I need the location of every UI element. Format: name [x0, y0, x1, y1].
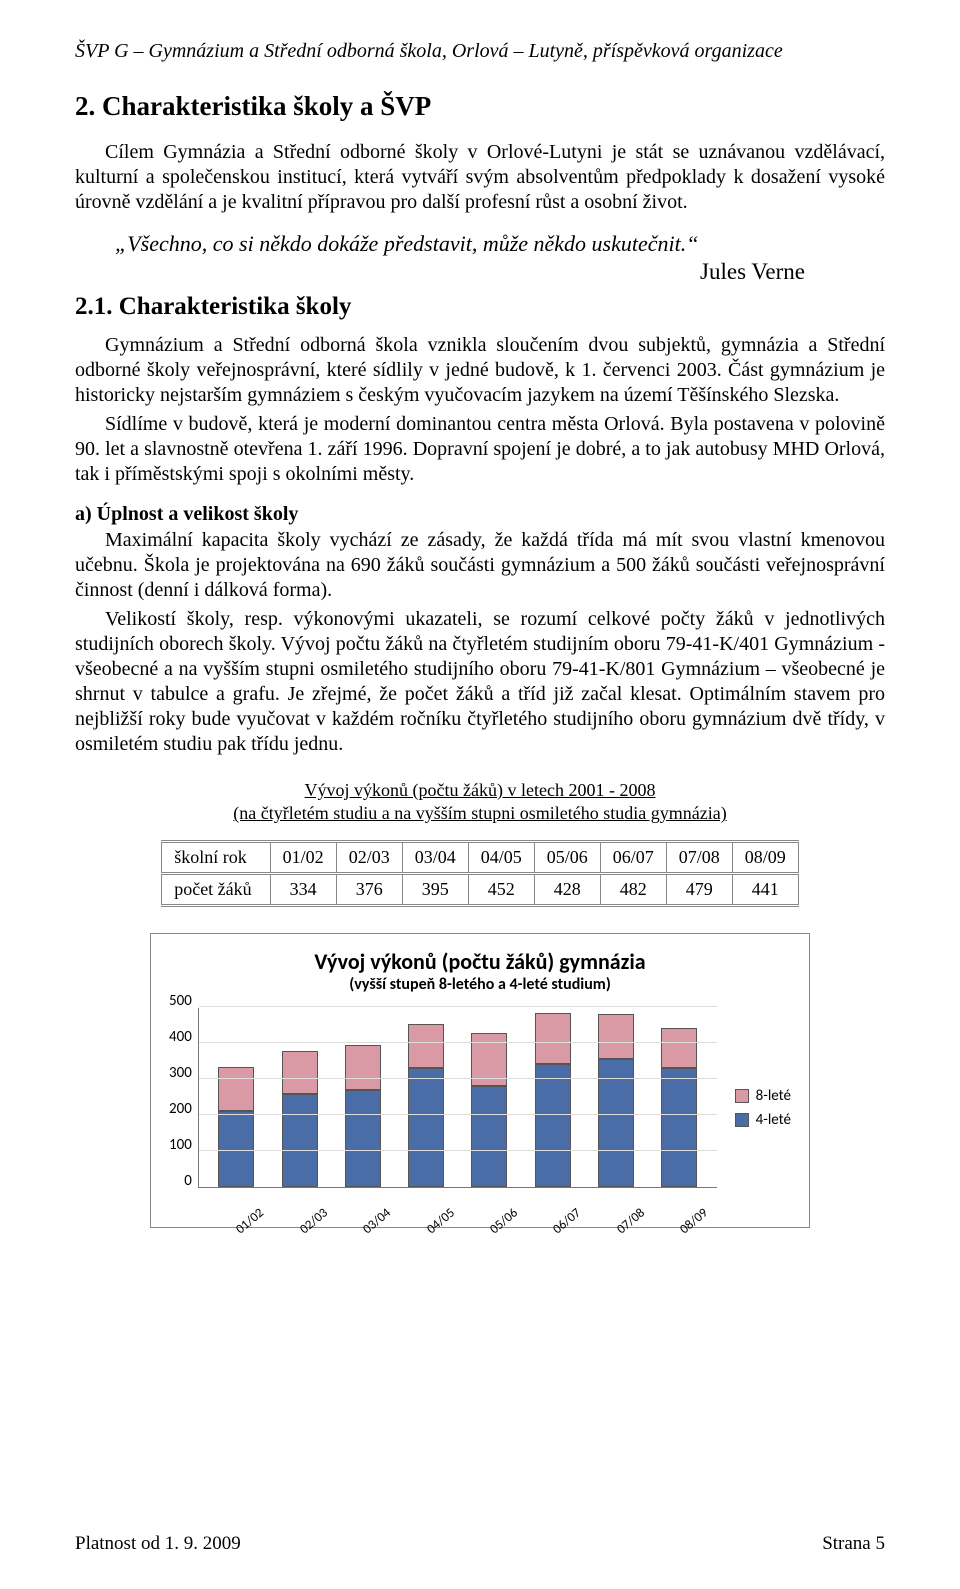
- chart-x-axis: 01/0202/0303/0404/0505/0606/0707/0808/09: [198, 1194, 717, 1209]
- legend-label: 4-leté: [756, 1111, 791, 1129]
- footer-page-number: Strana 5: [822, 1533, 885, 1555]
- bar-stack: [535, 1013, 571, 1187]
- legend-swatch: [735, 1089, 749, 1103]
- bar-segment-4lete: [408, 1068, 444, 1187]
- bar-stack: [598, 1014, 634, 1186]
- gridline: [199, 1078, 717, 1079]
- table-cell: 03/04: [402, 841, 468, 873]
- bar-stack: [471, 1033, 507, 1187]
- student-count-table: školní rok 01/02 02/03 03/04 04/05 05/06…: [161, 840, 799, 907]
- table-cell: 395: [402, 873, 468, 905]
- characteristics-para-1: Gymnázium a Střední odborná škola vznikl…: [75, 333, 885, 408]
- subsection-a-heading: a) Úplnost a velikost školy: [75, 503, 885, 526]
- legend-swatch: [735, 1113, 749, 1127]
- student-count-chart: Vývoj výkonů (počtu žáků) gymnázia (vyšš…: [150, 933, 810, 1228]
- legend-label: 8-leté: [756, 1087, 791, 1105]
- table-cell: 02/03: [336, 841, 402, 873]
- table-caption-line-1: Vývoj výkonů (počtu žáků) v letech 2001 …: [305, 780, 656, 800]
- gridline: [199, 1042, 717, 1043]
- bar-segment-8lete: [345, 1045, 381, 1090]
- table-cell: 376: [336, 873, 402, 905]
- running-header: ŠVP G – Gymnázium a Střední odborná škol…: [75, 40, 885, 63]
- quote-author: Jules Verne: [75, 259, 885, 285]
- x-tick-label: 04/05: [422, 1204, 459, 1239]
- bar-segment-8lete: [535, 1013, 571, 1064]
- bar-segment-4lete: [471, 1086, 507, 1187]
- table-cell: 334: [270, 873, 336, 905]
- chart-body: 5004003002001000 01/0202/0303/0404/0505/…: [169, 1008, 791, 1209]
- table-row: školní rok 01/02 02/03 03/04 04/05 05/06…: [162, 841, 799, 873]
- bar-segment-8lete: [661, 1028, 697, 1068]
- row-label-count: počet žáků: [162, 873, 270, 905]
- x-tick-label: 06/07: [549, 1204, 586, 1239]
- characteristics-para-2: Sídlíme v budově, která je moderní domin…: [75, 412, 885, 487]
- table-cell: 441: [732, 873, 798, 905]
- table-cell: 428: [534, 873, 600, 905]
- x-tick-label: 08/09: [675, 1204, 712, 1239]
- chart-y-axis: 5004003002001000: [169, 1008, 198, 1188]
- table-cell: 07/08: [666, 841, 732, 873]
- chart-plot-wrap: 01/0202/0303/0404/0505/0606/0707/0808/09: [198, 1008, 717, 1209]
- footer-validity: Platnost od 1. 9. 2009: [75, 1533, 241, 1555]
- x-tick-label: 07/08: [612, 1204, 649, 1239]
- bar-segment-8lete: [408, 1024, 444, 1068]
- chart-plot-area: [198, 1008, 717, 1188]
- section-heading-2-1: 2.1. Charakteristika školy: [75, 293, 885, 321]
- x-tick-label: 01/02: [232, 1204, 269, 1239]
- intro-paragraph: Cílem Gymnázia a Střední odborné školy v…: [75, 140, 885, 215]
- chart-legend: 8-leté 4-leté: [735, 1081, 791, 1135]
- table-cell: 06/07: [600, 841, 666, 873]
- section-heading-2: 2. Charakteristika školy a ŠVP: [75, 91, 885, 122]
- bar-segment-4lete: [535, 1064, 571, 1186]
- chart-bars-row: [199, 1008, 717, 1187]
- table-cell: 08/09: [732, 841, 798, 873]
- quote-text: „Všechno, co si někdo dokáže představit,…: [115, 231, 885, 257]
- bar-stack: [408, 1024, 444, 1187]
- bar-segment-8lete: [218, 1067, 254, 1112]
- table-cell: 05/06: [534, 841, 600, 873]
- page-footer: Platnost od 1. 9. 2009 Strana 5: [75, 1533, 885, 1555]
- bar-stack: [661, 1028, 697, 1187]
- gridline: [199, 1150, 717, 1151]
- bar-stack: [218, 1067, 254, 1187]
- bar-stack: [282, 1051, 318, 1186]
- bar-segment-8lete: [598, 1014, 634, 1059]
- x-tick-label: 03/04: [359, 1204, 396, 1239]
- table-caption-line-2: (na čtyřletém studiu a na vyšším stupni …: [233, 803, 726, 823]
- x-tick-label: 02/03: [295, 1204, 332, 1239]
- row-label-year: školní rok: [162, 841, 270, 873]
- gridline: [199, 1114, 717, 1115]
- table-cell: 04/05: [468, 841, 534, 873]
- page: ŠVP G – Gymnázium a Střední odborná škol…: [0, 0, 960, 1589]
- bar-segment-4lete: [345, 1090, 381, 1187]
- table-cell: 479: [666, 873, 732, 905]
- bar-stack: [345, 1045, 381, 1187]
- table-cell: 482: [600, 873, 666, 905]
- chart-subtitle: (vyšší stupeň 8-letého a 4-leté studium): [169, 975, 791, 994]
- table-caption: Vývoj výkonů (počtu žáků) v letech 2001 …: [75, 779, 885, 826]
- table-row: počet žáků 334 376 395 452 428 482 479 4…: [162, 873, 799, 905]
- table-cell: 01/02: [270, 841, 336, 873]
- gridline: [199, 1006, 717, 1007]
- table-cell: 452: [468, 873, 534, 905]
- bar-segment-8lete: [282, 1051, 318, 1093]
- subsection-a-para-2: Velikostí školy, resp. výkonovými ukazat…: [75, 607, 885, 757]
- chart-title: Vývoj výkonů (počtu žáků) gymnázia: [169, 948, 791, 975]
- legend-item: 8-leté: [735, 1087, 791, 1105]
- x-tick-label: 05/06: [485, 1204, 522, 1239]
- subsection-a-para-1: Maximální kapacita školy vychází ze zása…: [75, 528, 885, 603]
- legend-item: 4-leté: [735, 1111, 791, 1129]
- bar-segment-4lete: [661, 1068, 697, 1187]
- bar-segment-4lete: [282, 1094, 318, 1187]
